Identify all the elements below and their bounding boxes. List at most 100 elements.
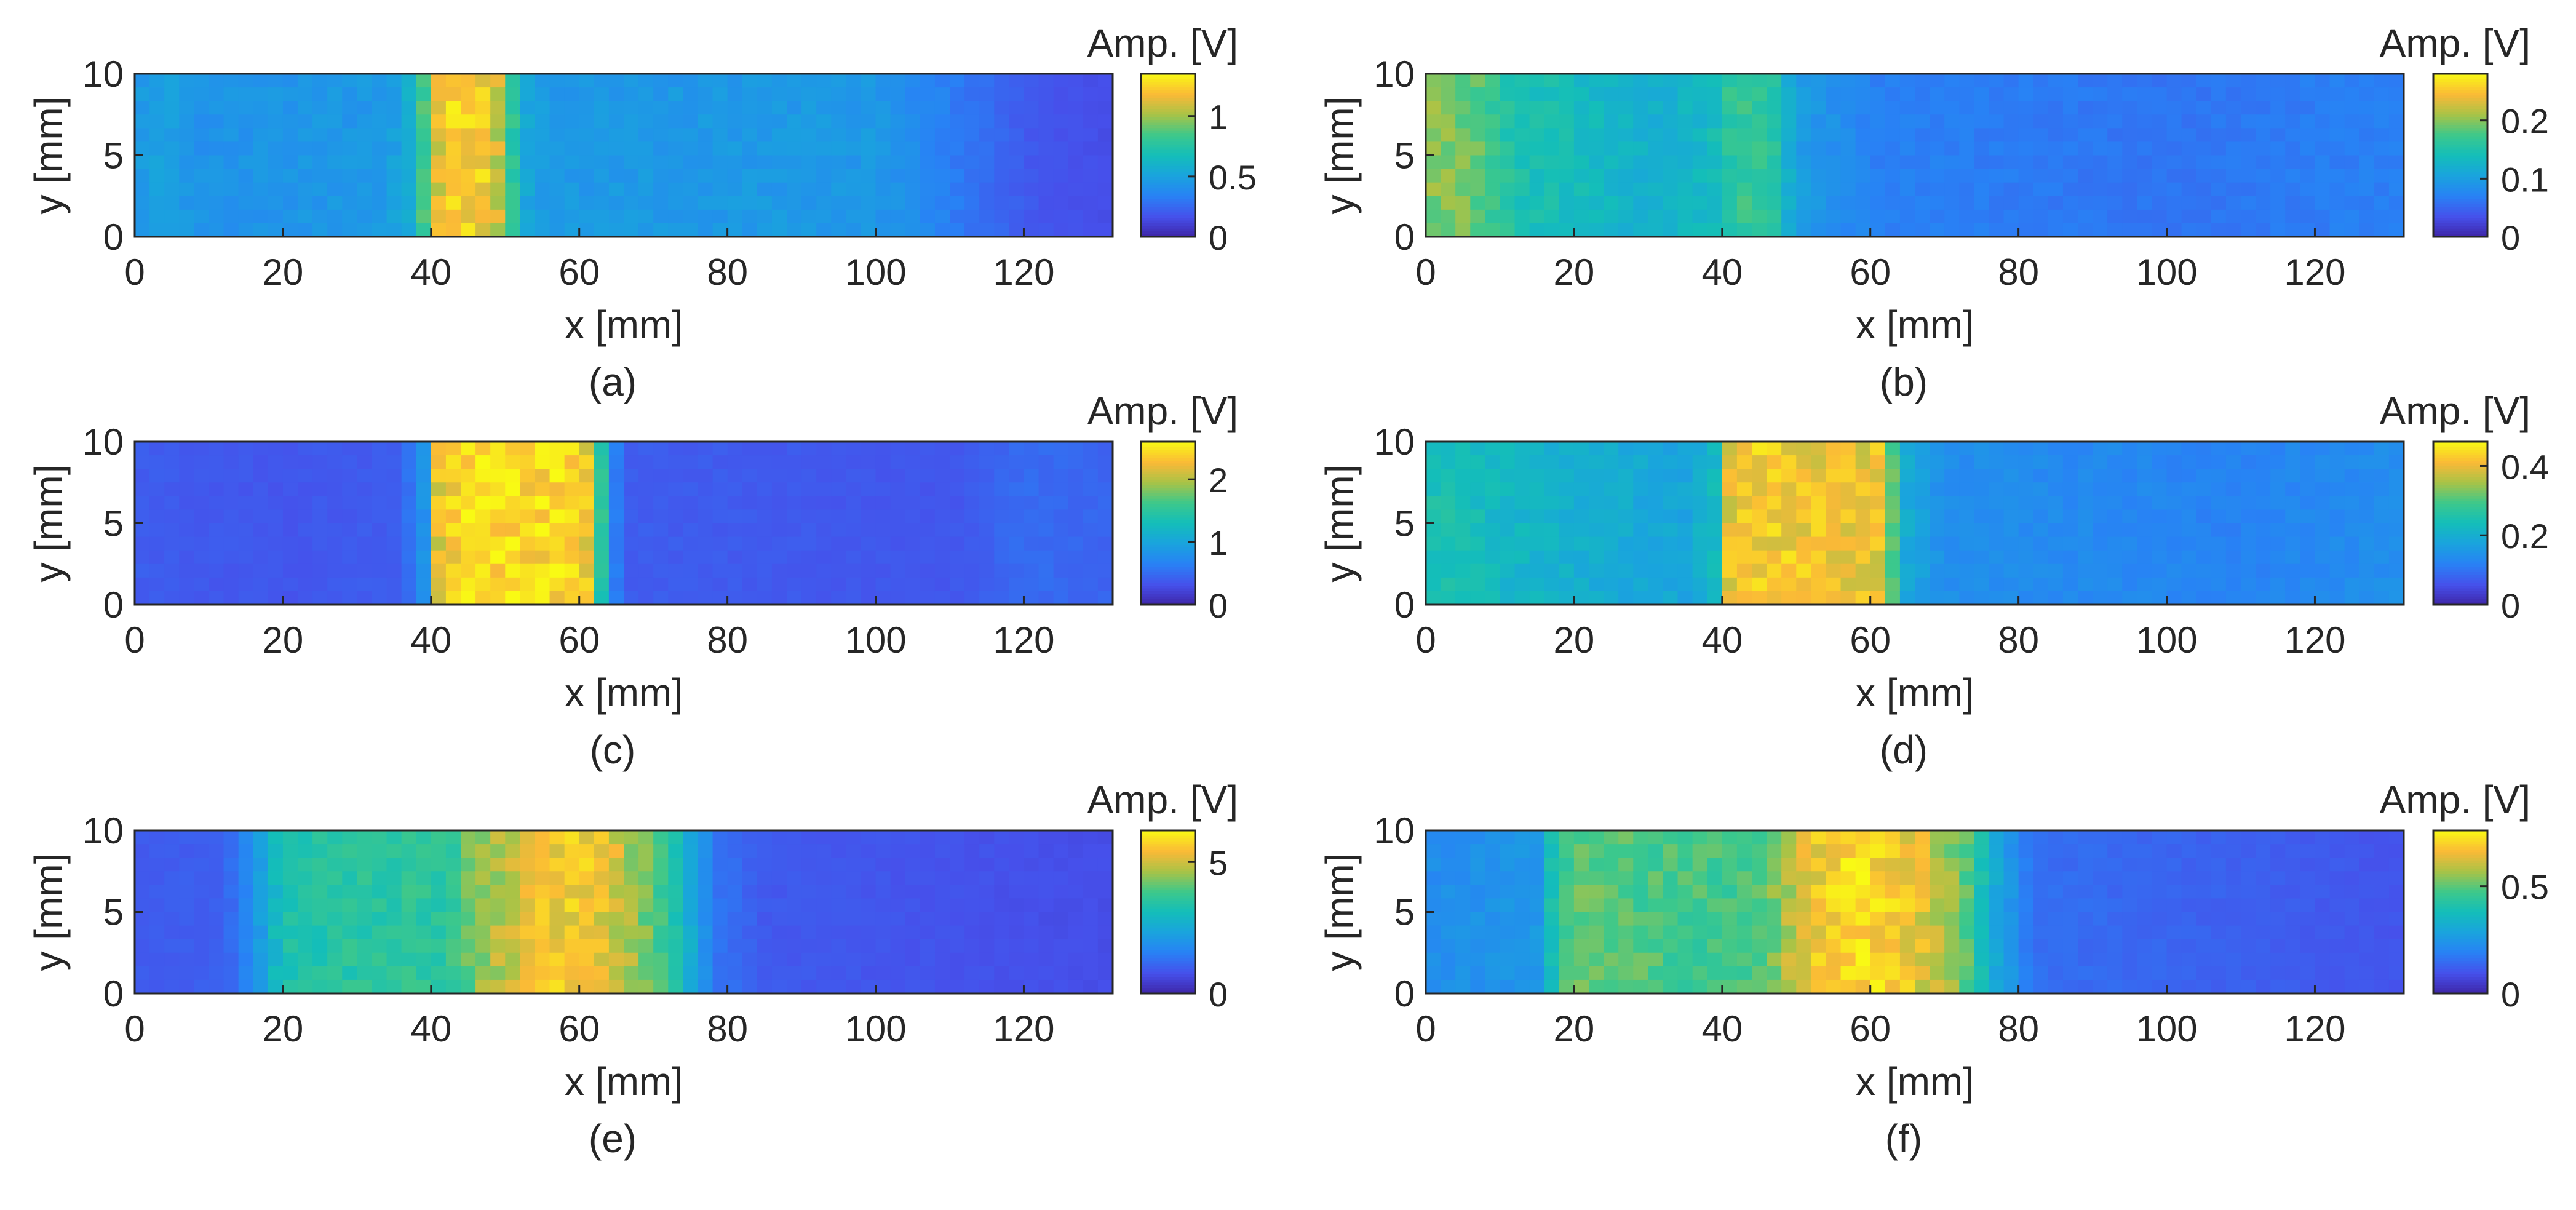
heatmap-cell (342, 966, 357, 981)
heatmap-cell (239, 578, 254, 592)
heatmap-cell (683, 980, 698, 994)
heatmap-cell (1589, 844, 1604, 858)
heatmap-cell (2048, 196, 2064, 210)
heatmap-cell (461, 442, 476, 456)
heatmap-cell (1841, 551, 1856, 565)
heatmap-cell (1426, 980, 1441, 994)
heatmap-cell (2033, 114, 2049, 129)
heatmap-cell (505, 496, 520, 510)
heatmap-cell (1959, 169, 1974, 183)
heatmap-cell (1515, 223, 1530, 237)
heatmap-cell (179, 87, 194, 101)
heatmap-cell (2270, 114, 2286, 129)
heatmap-cell (164, 830, 180, 845)
heatmap-cell (1841, 885, 1856, 899)
heatmap-cell (2078, 926, 2093, 940)
heatmap-cell (609, 210, 624, 224)
heatmap-cell (239, 926, 254, 940)
heatmap-cell (1737, 537, 1752, 551)
heatmap-cell (950, 551, 965, 565)
heatmap-cell (728, 442, 743, 456)
heatmap-cell (312, 858, 328, 872)
heatmap-cell (327, 885, 343, 899)
heatmap-cell (283, 926, 298, 940)
heatmap-cell (1870, 101, 1886, 115)
heatmap-cell (2374, 564, 2390, 578)
heatmap-cell (772, 156, 787, 170)
heatmap-cell (876, 980, 891, 994)
heatmap-cell (579, 509, 595, 523)
heatmap-cell (920, 926, 936, 940)
heatmap-cell (2285, 223, 2300, 237)
heatmap-cell (1959, 223, 1974, 237)
heatmap-cell (579, 523, 595, 538)
heatmap-cell (1441, 74, 1456, 88)
heatmap-cell (2122, 74, 2137, 88)
heatmap-cell (461, 210, 476, 224)
heatmap-cell (2093, 926, 2108, 940)
heatmap-cell (402, 858, 417, 872)
heatmap-cell (431, 455, 447, 469)
heatmap-cell (1441, 591, 1456, 605)
y-tick-label: 10 (82, 810, 124, 851)
heatmap-cell (490, 482, 506, 496)
heatmap-cell (565, 551, 580, 565)
heatmap-cell (402, 912, 417, 926)
heatmap-cell (1722, 537, 1738, 551)
heatmap-cell (668, 482, 683, 496)
heatmap-cell (994, 591, 1009, 605)
heatmap-cell (431, 912, 447, 926)
heatmap-cell (1530, 858, 1545, 872)
heatmap-cell (2107, 128, 2123, 142)
heatmap-cell (950, 74, 965, 88)
heatmap-cell (653, 898, 669, 912)
heatmap-cell (253, 858, 269, 872)
heatmap-cell (1470, 223, 1485, 237)
heatmap-cell (2004, 912, 2019, 926)
heatmap-cell (179, 469, 194, 483)
heatmap-cell (2107, 196, 2123, 210)
heatmap-cell (1604, 128, 1619, 142)
heatmap-cell (1574, 926, 1589, 940)
heatmap-cell (2093, 980, 2108, 994)
heatmap-cell (135, 442, 150, 456)
heatmap-cell (1068, 578, 1084, 592)
heatmap-cell (609, 169, 624, 183)
heatmap-cell (2063, 210, 2078, 224)
heatmap-cell (1559, 898, 1575, 912)
heatmap-cell (372, 482, 387, 496)
heatmap-cell (1767, 196, 1782, 210)
heatmap-cell (831, 469, 846, 483)
heatmap-cell (994, 156, 1009, 170)
heatmap-cell (387, 87, 402, 101)
heatmap-cell (964, 830, 980, 845)
heatmap-cell (550, 564, 565, 578)
heatmap-cell (446, 523, 461, 538)
heatmap-cell (357, 830, 372, 845)
heatmap-cell (816, 114, 832, 129)
heatmap-cell (624, 74, 639, 88)
heatmap-cell (387, 210, 402, 224)
heatmap-cell (2182, 551, 2197, 565)
heatmap-cell (1009, 442, 1024, 456)
heatmap-cell (1944, 966, 1960, 981)
heatmap-cell (1796, 496, 1811, 510)
heatmap-cell (431, 953, 447, 967)
heatmap-cell (2004, 114, 2019, 129)
heatmap-cell (490, 442, 506, 456)
heatmap-cell (1485, 482, 1500, 496)
heatmap-cell (594, 156, 610, 170)
heatmap-cell (816, 551, 832, 565)
heatmap-cell (1826, 551, 1841, 565)
heatmap-cell (1693, 926, 1708, 940)
heatmap-cell (742, 939, 758, 953)
heatmap-cell (2345, 591, 2360, 605)
heatmap-cell (224, 523, 239, 538)
heatmap-cell (1930, 101, 1945, 115)
heatmap-cell (2078, 564, 2093, 578)
heatmap-cell (2196, 141, 2212, 156)
heatmap-cell (2211, 156, 2227, 170)
heatmap-cell (994, 885, 1009, 899)
heatmap-cell (1663, 551, 1678, 565)
heatmap-cell (387, 482, 402, 496)
